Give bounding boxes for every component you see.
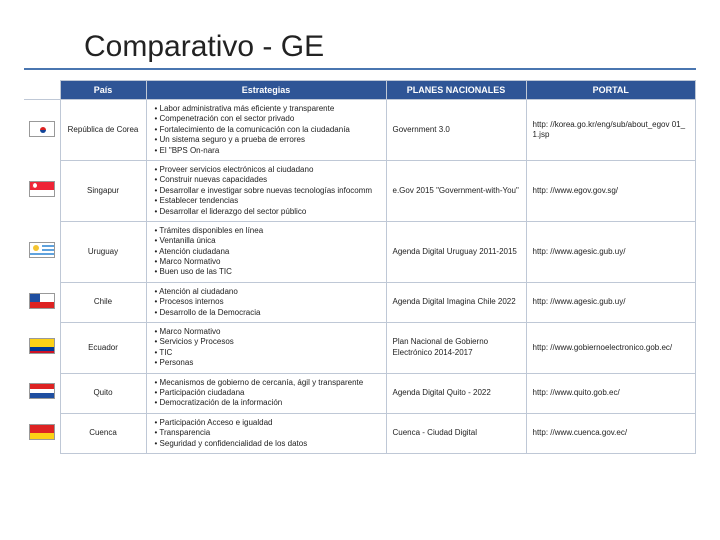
table-row: CuencaParticipación Acceso e igualdadTra… — [24, 413, 696, 453]
header-planes: PLANES NACIONALES — [386, 81, 526, 100]
cl-flag-icon: ★ — [29, 293, 55, 309]
plan-cell: Government 3.0 — [386, 100, 526, 161]
table-row: Singapur Proveer servicios electrónicos a… — [24, 160, 696, 221]
strategy-item: Labor administrativa más eficiente y tra… — [153, 104, 380, 114]
strategy-item: Transparencia — [153, 428, 380, 438]
portal-cell: http: //www.quito.gob.ec/ — [526, 373, 696, 413]
flag-cell — [24, 160, 60, 221]
strategy-item: TIC — [153, 348, 380, 358]
strategy-item: Buen uso de las TIC — [153, 267, 380, 277]
comparison-table: País Estrategias PLANES NACIONALES PORTA… — [24, 80, 696, 454]
strategy-item: Procesos internos — [153, 297, 380, 307]
strategy-item: Proveer servicios electrónicos al ciudad… — [153, 165, 380, 175]
flag-cell — [24, 221, 60, 282]
header-pais: País — [60, 81, 146, 100]
portal-cell: http: //www.egov.gov.sg/ — [526, 160, 696, 221]
strategy-item: Trámites disponibles en línea — [153, 226, 380, 236]
strategies-cell: Proveer servicios electrónicos al ciudad… — [146, 160, 386, 221]
flag-cell — [24, 373, 60, 413]
strategies-cell: Labor administrativa más eficiente y tra… — [146, 100, 386, 161]
header-flag — [24, 81, 60, 100]
kr-flag-icon — [29, 121, 55, 137]
strategy-item: Marco Normativo — [153, 327, 380, 337]
strategy-item: Un sistema seguro y a prueba de errores — [153, 135, 380, 145]
strategy-item: Desarrollo de la Democracia — [153, 308, 380, 318]
strategy-item: Establecer tendencias — [153, 196, 380, 206]
plan-cell: Agenda Digital Imagina Chile 2022 — [386, 282, 526, 322]
page-title: Comparativo - GE — [84, 30, 696, 64]
table-row: Quito Mecanismos de gobierno de cercanía,… — [24, 373, 696, 413]
country-name: Singapur — [60, 160, 146, 221]
strategy-item: Atención al ciudadano — [153, 287, 380, 297]
flag-cell — [24, 413, 60, 453]
portal-cell: http: //www.agesic.gub.uy/ — [526, 282, 696, 322]
table-row: ★ChileAtención al ciudadanoProcesos inte… — [24, 282, 696, 322]
plan-cell: Plan Nacional de Gobierno Electrónico 20… — [386, 323, 526, 374]
country-name: República de Corea — [60, 100, 146, 161]
strategy-item: Mecanismos de gobierno de cercanía, ágil… — [153, 378, 380, 388]
strategy-item: Fortalecimiento de la comunicación con l… — [153, 125, 380, 135]
header-portal: PORTAL — [526, 81, 696, 100]
strategies-cell: Trámites disponibles en líneaVentanilla … — [146, 221, 386, 282]
plan-cell: Agenda Digital Quito - 2022 — [386, 373, 526, 413]
table-row: EcuadorMarco NormativoServicios y Proces… — [24, 323, 696, 374]
flag-cell — [24, 100, 60, 161]
strategies-cell: Participación Acceso e igualdadTranspare… — [146, 413, 386, 453]
uy-flag-icon — [29, 242, 55, 258]
ec-flag-icon — [29, 338, 55, 354]
strategies-cell: Marco NormativoServicios y ProcesosTICPe… — [146, 323, 386, 374]
country-name: Uruguay — [60, 221, 146, 282]
cuenca-flag-icon — [29, 424, 55, 440]
portal-cell: http: //www.cuenca.gov.ec/ — [526, 413, 696, 453]
header-estrategias: Estrategias — [146, 81, 386, 100]
strategies-cell: Atención al ciudadanoProcesos internosDe… — [146, 282, 386, 322]
strategy-item: Servicios y Procesos — [153, 337, 380, 347]
strategy-item: Desarrollar el liderazgo del sector públ… — [153, 207, 380, 217]
portal-cell: http: //www.agesic.gub.uy/ — [526, 221, 696, 282]
flag-cell: ★ — [24, 282, 60, 322]
strategies-cell: Mecanismos de gobierno de cercanía, ágil… — [146, 373, 386, 413]
portal-cell: http: //www.gobiernoelectronico.gob.ec/ — [526, 323, 696, 374]
country-name: Ecuador — [60, 323, 146, 374]
strategy-item: Construir nuevas capacidades — [153, 175, 380, 185]
strategy-item: Participación ciudadana — [153, 388, 380, 398]
table-row: UruguayTrámites disponibles en líneaVent… — [24, 221, 696, 282]
slide: Comparativo - GE País Estrategias PLANES… — [0, 0, 720, 540]
strategy-item: Desarrollar e investigar sobre nuevas te… — [153, 186, 380, 196]
plan-cell: e.Gov 2015 "Government-with-You" — [386, 160, 526, 221]
strategy-item: Participación Acceso e igualdad — [153, 418, 380, 428]
table-header-row: País Estrategias PLANES NACIONALES PORTA… — [24, 81, 696, 100]
strategy-item: Personas — [153, 358, 380, 368]
strategy-item: Marco Normativo — [153, 257, 380, 267]
strategy-item: Seguridad y confidencialidad de los dato… — [153, 439, 380, 449]
sg-flag-icon — [29, 181, 55, 197]
portal-cell: http: //korea.go.kr/eng/sub/about_egov 0… — [526, 100, 696, 161]
title-wrap: Comparativo - GE — [24, 24, 696, 70]
strategy-item: Ventanilla única — [153, 236, 380, 246]
plan-cell: Cuenca - Ciudad Digital — [386, 413, 526, 453]
strategy-item: Compenetración con el sector privado — [153, 114, 380, 124]
flag-cell — [24, 323, 60, 374]
table-row: República de Corea Labor administrativa m… — [24, 100, 696, 161]
country-name: Chile — [60, 282, 146, 322]
country-name: Cuenca — [60, 413, 146, 453]
plan-cell: Agenda Digital Uruguay 2011-2015 — [386, 221, 526, 282]
quito-flag-icon — [29, 383, 55, 399]
strategy-item: El "BPS On-nara — [153, 146, 380, 156]
strategy-item: Democratización de la información — [153, 398, 380, 408]
country-name: Quito — [60, 373, 146, 413]
strategy-item: Atención ciudadana — [153, 247, 380, 257]
